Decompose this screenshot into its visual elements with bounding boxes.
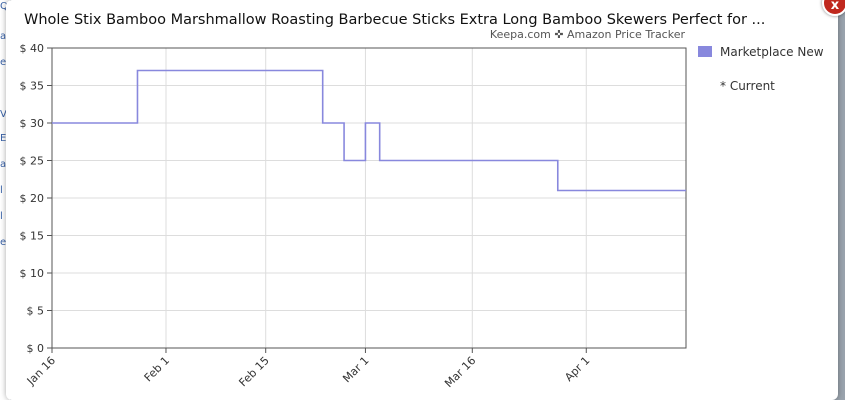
y-tick-label: $ 40 [20,42,45,55]
data-point[interactable] [320,121,325,126]
y-tick-label: $ 10 [20,267,45,280]
chart-title: Whole Stix Bamboo Marshmallow Roasting B… [24,12,765,28]
x-tick-label: Feb 1 [142,354,172,384]
x-tick-label: Feb 15 [236,354,271,389]
background-text: e [0,57,7,68]
data-point[interactable] [363,121,368,126]
background-text: V [0,109,7,120]
background-text: a [0,159,7,170]
x-tick-label: Apr 1 [562,354,592,384]
chart-grid [51,47,686,349]
data-point[interactable] [377,158,382,163]
y-axis-ticks: $ 0 $ 5 $ 10 $ 15 $ 20 $ 25 $ 30 $ 35 $ 40 [20,42,52,355]
background-text: e [0,237,7,248]
data-point[interactable] [555,188,560,193]
y-tick-label: $ 0 [27,342,45,355]
x-axis-ticks: Jan 16 Feb 1 Feb 15 Mar 1 Mar 16 Apr 1 [24,348,592,390]
legend-swatch-marketplace-new [698,46,712,57]
y-tick-label: $ 35 [20,80,45,93]
series-line-marketplace-new[interactable] [52,69,686,192]
data-point[interactable] [342,158,347,163]
background-page: Q a e V E a l l e [0,0,10,400]
background-text: l [0,211,3,222]
data-point[interactable] [684,188,689,193]
close-button[interactable]: x [822,0,845,16]
y-tick-label: $ 20 [20,192,45,205]
close-icon: x [830,0,840,13]
background-text: l [0,185,3,196]
x-tick-label: Mar 1 [340,354,371,385]
data-point[interactable] [135,68,140,73]
plot-area-border [51,47,687,349]
chart-legend[interactable]: Marketplace New * Current [698,45,824,93]
y-tick-label: $ 5 [27,305,45,318]
x-tick-label: Jan 16 [24,354,58,388]
price-chart-popup [6,0,838,400]
chart-subtitle: Keepa.com ✜ Amazon Price Tracker [490,28,686,41]
y-tick-label: $ 30 [20,117,45,130]
y-tick-label: $ 25 [20,155,45,168]
background-text: Q [0,1,8,12]
background-text: a [0,31,7,42]
background-text: E [0,133,7,144]
x-tick-label: Mar 16 [442,354,478,390]
data-point[interactable] [50,121,55,126]
legend-current-note: * Current [720,79,775,93]
y-tick-label: $ 15 [20,230,45,243]
chart-series [50,68,689,193]
legend-label-marketplace-new[interactable]: Marketplace New [720,45,824,59]
